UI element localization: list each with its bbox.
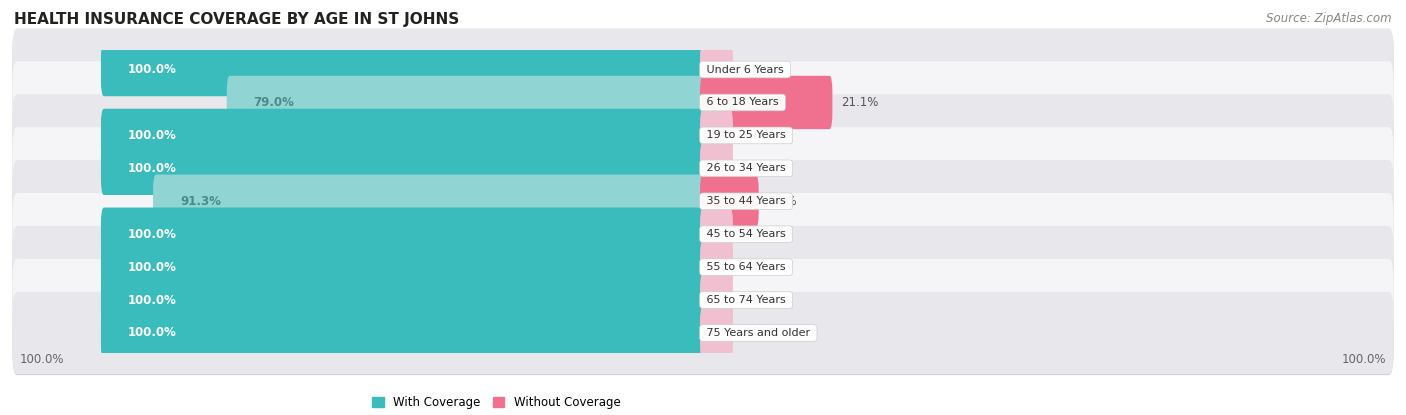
Text: Under 6 Years: Under 6 Years: [703, 65, 787, 75]
FancyBboxPatch shape: [13, 194, 1393, 276]
FancyBboxPatch shape: [700, 76, 832, 129]
FancyBboxPatch shape: [700, 273, 733, 327]
Text: 91.3%: 91.3%: [180, 195, 221, 208]
FancyBboxPatch shape: [101, 306, 706, 360]
FancyBboxPatch shape: [700, 208, 733, 261]
Text: HEALTH INSURANCE COVERAGE BY AGE IN ST JOHNS: HEALTH INSURANCE COVERAGE BY AGE IN ST J…: [14, 12, 460, 27]
Text: Source: ZipAtlas.com: Source: ZipAtlas.com: [1267, 12, 1392, 25]
FancyBboxPatch shape: [700, 175, 759, 228]
FancyBboxPatch shape: [13, 127, 1393, 210]
Text: 0.0%: 0.0%: [742, 228, 772, 241]
FancyBboxPatch shape: [101, 109, 706, 162]
Text: 8.8%: 8.8%: [768, 195, 797, 208]
FancyBboxPatch shape: [13, 227, 1393, 309]
Text: 100.0%: 100.0%: [128, 162, 177, 175]
FancyBboxPatch shape: [13, 29, 1393, 112]
Text: 100.0%: 100.0%: [128, 327, 177, 339]
FancyBboxPatch shape: [13, 226, 1393, 308]
Text: 0.0%: 0.0%: [742, 162, 772, 175]
Text: 75 Years and older: 75 Years and older: [703, 328, 814, 338]
FancyBboxPatch shape: [700, 43, 733, 96]
Text: 0.0%: 0.0%: [742, 293, 772, 307]
FancyBboxPatch shape: [700, 142, 733, 195]
Text: 6 to 18 Years: 6 to 18 Years: [703, 98, 782, 107]
FancyBboxPatch shape: [700, 306, 733, 360]
FancyBboxPatch shape: [13, 161, 1393, 244]
Text: 0.0%: 0.0%: [742, 129, 772, 142]
FancyBboxPatch shape: [226, 76, 706, 129]
Text: 65 to 74 Years: 65 to 74 Years: [703, 295, 789, 305]
FancyBboxPatch shape: [101, 142, 706, 195]
Text: 0.0%: 0.0%: [742, 327, 772, 339]
Text: 100.0%: 100.0%: [128, 129, 177, 142]
Text: 100.0%: 100.0%: [20, 354, 65, 366]
Text: 45 to 54 Years: 45 to 54 Years: [703, 229, 789, 239]
FancyBboxPatch shape: [153, 175, 706, 228]
Text: 100.0%: 100.0%: [128, 261, 177, 273]
FancyBboxPatch shape: [13, 293, 1393, 375]
FancyBboxPatch shape: [101, 208, 706, 261]
Text: 0.0%: 0.0%: [742, 63, 772, 76]
FancyBboxPatch shape: [13, 62, 1393, 145]
Text: 21.1%: 21.1%: [841, 96, 879, 109]
FancyBboxPatch shape: [13, 95, 1393, 178]
FancyBboxPatch shape: [700, 240, 733, 294]
FancyBboxPatch shape: [13, 128, 1393, 210]
Text: 0.0%: 0.0%: [742, 261, 772, 273]
Text: 26 to 34 Years: 26 to 34 Years: [703, 164, 789, 173]
FancyBboxPatch shape: [13, 259, 1393, 341]
Text: 35 to 44 Years: 35 to 44 Years: [703, 196, 789, 206]
FancyBboxPatch shape: [13, 160, 1393, 242]
Legend: With Coverage, Without Coverage: With Coverage, Without Coverage: [367, 391, 626, 413]
FancyBboxPatch shape: [700, 109, 733, 162]
FancyBboxPatch shape: [13, 193, 1393, 276]
FancyBboxPatch shape: [13, 61, 1393, 144]
FancyBboxPatch shape: [13, 260, 1393, 342]
FancyBboxPatch shape: [13, 292, 1393, 374]
Text: 100.0%: 100.0%: [128, 63, 177, 76]
Text: 55 to 64 Years: 55 to 64 Years: [703, 262, 789, 272]
Text: 100.0%: 100.0%: [128, 293, 177, 307]
Text: 19 to 25 Years: 19 to 25 Years: [703, 130, 789, 140]
FancyBboxPatch shape: [13, 94, 1393, 176]
FancyBboxPatch shape: [13, 28, 1393, 111]
FancyBboxPatch shape: [101, 43, 706, 96]
FancyBboxPatch shape: [101, 240, 706, 294]
Text: 79.0%: 79.0%: [253, 96, 295, 109]
Text: 100.0%: 100.0%: [128, 228, 177, 241]
FancyBboxPatch shape: [101, 273, 706, 327]
Text: 100.0%: 100.0%: [1341, 354, 1386, 366]
